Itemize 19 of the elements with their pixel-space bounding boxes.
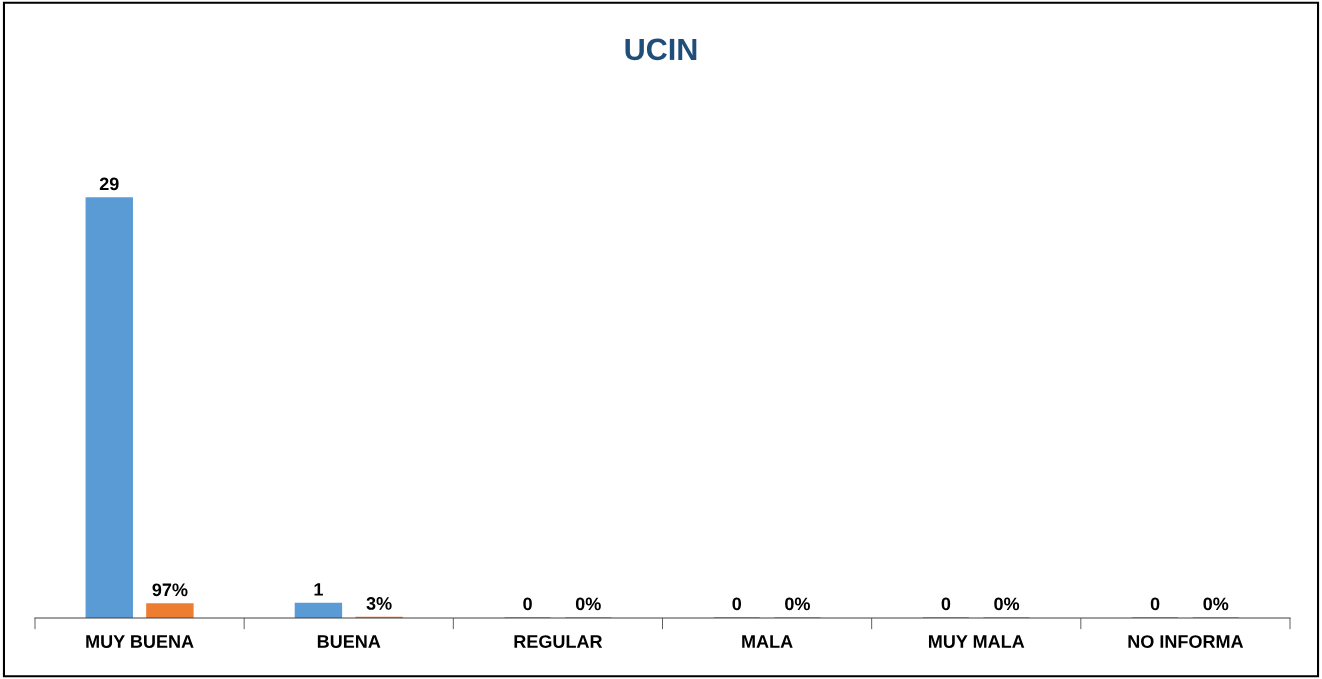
data-label: 0% xyxy=(1203,597,1229,611)
x-tick-label: NO INFORMA xyxy=(1128,635,1244,648)
data-label: 29 xyxy=(99,177,119,191)
chart-title: UCIN xyxy=(625,38,697,61)
data-label: 0% xyxy=(785,597,810,611)
data-label: 97% xyxy=(152,583,188,597)
data-label: 0 xyxy=(732,597,742,611)
data-label: 3% xyxy=(366,597,392,610)
x-tick-label: MUY MALA xyxy=(928,635,1025,648)
data-label: 0 xyxy=(1150,597,1160,611)
x-tick-label: MUY BUENA xyxy=(86,635,194,648)
x-tick-label: REGULAR xyxy=(514,635,603,648)
x-tick-label: BUENA xyxy=(317,635,381,648)
data-label: 0 xyxy=(523,597,532,611)
data-label: 0% xyxy=(575,597,601,611)
data-label: 0% xyxy=(994,597,1020,611)
x-tick-label: MALA xyxy=(742,635,793,648)
data-label: 0 xyxy=(941,597,951,611)
data-label: 1 xyxy=(314,583,323,596)
